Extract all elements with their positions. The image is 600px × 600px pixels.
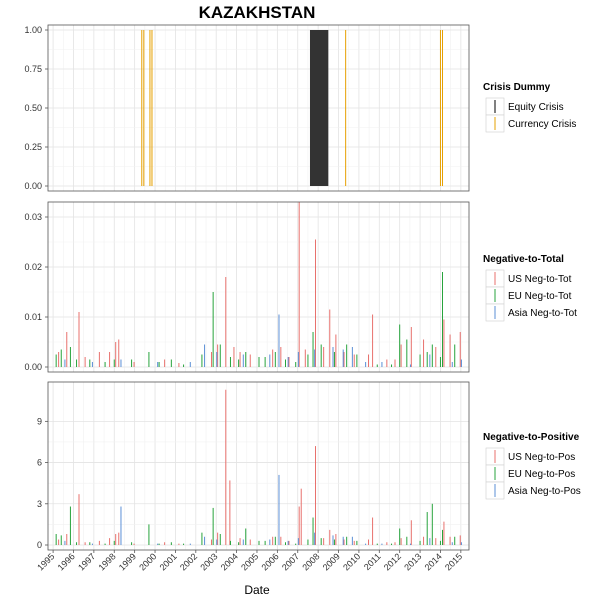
- x-tick-label: 2011: [362, 551, 383, 572]
- panel-3-y-tick-label: 3: [37, 499, 42, 509]
- panel-1-border: [47, 24, 470, 192]
- panel-3-y-tick-label: 9: [37, 416, 42, 426]
- panel-3-legend-label: Asia Neg-to-Pos: [508, 486, 581, 497]
- panel-1-legend-title: Crisis Dummy: [483, 82, 551, 93]
- panel-3-border: [47, 381, 470, 551]
- x-tick-label: 2006: [260, 551, 281, 572]
- x-tick-label: 2010: [341, 551, 362, 572]
- x-tick-label: 2014: [423, 551, 444, 572]
- x-tick-label: 1999: [117, 551, 138, 572]
- panel-3-y-tick-label: 6: [37, 458, 42, 468]
- x-tick-label: 2012: [382, 551, 403, 572]
- panel-2-y-tick-label: 0.01: [24, 312, 42, 322]
- x-tick-label: 2005: [239, 551, 260, 572]
- x-tick-label: 2008: [300, 551, 321, 572]
- x-tick-label: 1995: [35, 551, 56, 572]
- panel-1-y-tick-label: 0.75: [24, 64, 42, 74]
- chart-title: KAZAKHSTAN: [199, 3, 316, 22]
- panel-1-legend-label: Equity Crisis: [508, 102, 564, 113]
- x-axis-label: Date: [244, 583, 270, 597]
- panel-1-y-tick-label: 0.00: [24, 181, 42, 191]
- x-tick-label: 1996: [56, 551, 77, 572]
- panel-2-legend-title: Negative-to-Total: [483, 254, 564, 265]
- panel-3-legend-label: US Neg-to-Pos: [508, 452, 575, 463]
- panel-1-y-tick-label: 1.00: [24, 25, 42, 35]
- panel-1-y-tick-label: 0.50: [24, 103, 42, 113]
- x-tick-label: 2001: [158, 551, 179, 572]
- x-tick-label: 2007: [280, 551, 301, 572]
- x-tick-label: 2004: [219, 551, 240, 572]
- panel-2-legend-label: Asia Neg-to-Tot: [508, 308, 577, 319]
- panel-2-background: [48, 202, 469, 372]
- x-tick-label: 2013: [402, 551, 423, 572]
- x-tick-label: 1997: [76, 551, 97, 572]
- panel-3-y-tick-label: 0: [37, 540, 42, 550]
- x-tick-label: 1998: [96, 551, 117, 572]
- panel-2-border: [47, 201, 470, 373]
- panel-1-series-1-span: [309, 30, 329, 186]
- panel-3-legend-label: EU Neg-to-Pos: [508, 469, 575, 480]
- x-tick-label: 2000: [137, 551, 158, 572]
- x-tick-label: 2003: [198, 551, 219, 572]
- panel-2-legend-label: US Neg-to-Tot: [508, 274, 572, 285]
- x-tick-label: 2009: [321, 551, 342, 572]
- panel-3-background: [48, 382, 469, 550]
- panel-2-y-tick-label: 0.00: [24, 362, 42, 372]
- panel-1-legend-label: Currency Crisis: [508, 119, 576, 130]
- panel-2-legend-label: EU Neg-to-Tot: [508, 291, 572, 302]
- panel-3-legend-title: Negative-to-Positive: [483, 432, 580, 443]
- x-tick-label: 2015: [443, 551, 464, 572]
- panel-2-y-tick-label: 0.03: [24, 212, 42, 222]
- x-tick-label: 2002: [178, 551, 199, 572]
- panel-2-y-tick-label: 0.02: [24, 262, 42, 272]
- panel-1-y-tick-label: 0.25: [24, 142, 42, 152]
